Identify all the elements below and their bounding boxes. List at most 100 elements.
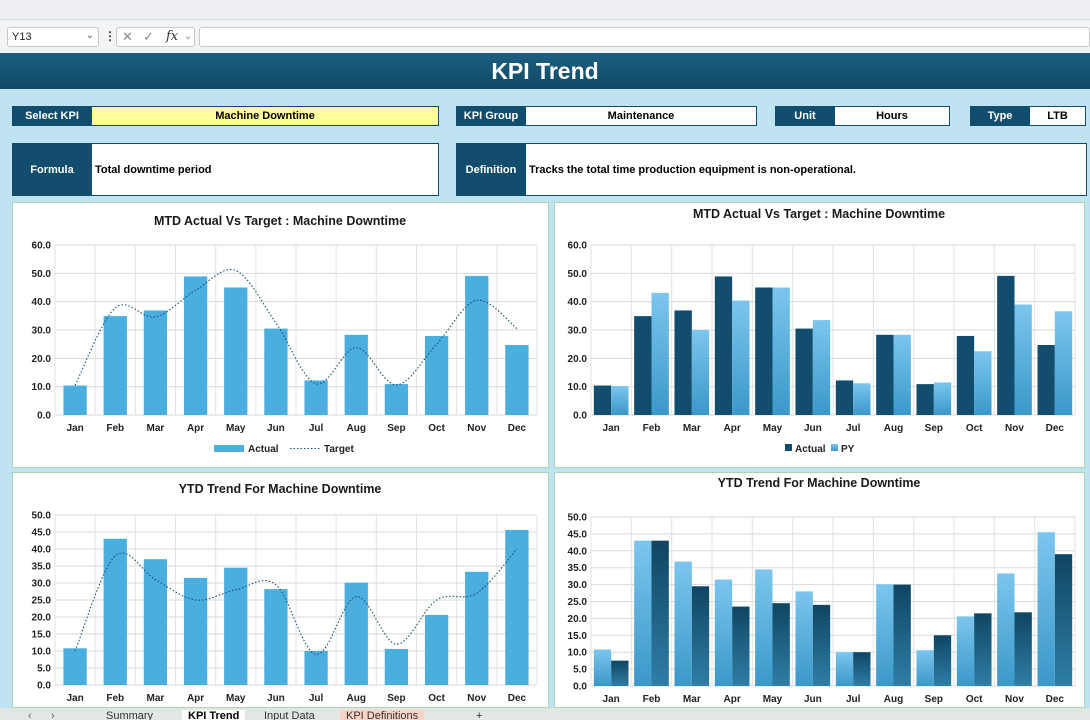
x-tick-label: Oct [428, 693, 445, 704]
ytd-trend-target-chart: YTD Trend For Machine Downtime 0.0 5.0 10.0… [32, 482, 538, 704]
x-tick-label: Oct [966, 423, 983, 434]
mtd-actual-vs-target-chart: MTD Actual Vs Target : Machine Downtime 0… [32, 214, 538, 455]
legend-label-actual: Actual [248, 444, 279, 455]
bar-series-2 [974, 351, 992, 415]
bar-series-2 [611, 660, 629, 686]
prev-sheet-icon[interactable]: ‹ [28, 710, 32, 720]
series-line-target [74, 548, 518, 655]
bar-actual [224, 287, 248, 415]
x-tick-label: Mar [683, 694, 701, 705]
chart-panel-mtd-py: MTD Actual Vs Target : Machine Downtime 0… [554, 202, 1085, 468]
tab-input-data[interactable]: Input Data [264, 710, 315, 720]
bar-actual [143, 559, 168, 685]
bar-series-1 [755, 287, 773, 415]
y-tick-label: 50.0 [32, 511, 52, 522]
chart-panel-ytd-target: YTD Trend For Machine Downtime 0.0 5.0 10.0… [12, 472, 549, 708]
legend-label-target: Target [324, 444, 354, 455]
x-tick-label: Jan [66, 423, 83, 434]
x-tick-label: Jul [309, 693, 324, 704]
bar-series-1 [1037, 532, 1055, 686]
x-tick-label: Aug [347, 693, 366, 704]
formula-input[interactable] [199, 27, 1090, 47]
x-tick-label: Mar [147, 423, 165, 434]
x-tick-label: Mar [147, 693, 165, 704]
x-tick-label: Nov [1005, 423, 1024, 434]
cancel-icon[interactable]: ✕ [122, 29, 133, 44]
y-tick-label: 50.0 [32, 269, 52, 280]
tab-summary[interactable]: Summary [106, 710, 154, 720]
y-tick-label: 15.0 [32, 630, 52, 641]
bar-series-2 [651, 540, 669, 686]
bar-actual [103, 538, 127, 685]
y-tick-label: 5.0 [573, 665, 587, 676]
bar-series-1 [674, 561, 692, 686]
next-sheet-icon[interactable]: › [51, 710, 55, 720]
x-tick-label: Dec [508, 423, 527, 434]
bar-series-1 [714, 276, 733, 415]
tab-kpi-definitions[interactable]: KPI Definitions [340, 710, 425, 720]
x-tick-label: Oct [428, 423, 445, 434]
bar-series-1 [956, 616, 975, 686]
bar-actual [103, 316, 127, 415]
bar-actual [264, 589, 288, 685]
formula-label: Formula [12, 143, 92, 196]
bar-series-1 [593, 649, 612, 686]
add-sheet-icon[interactable]: + [476, 710, 483, 720]
bar-actual [344, 334, 368, 415]
x-tick-label: May [226, 693, 246, 704]
y-tick-label: 10.0 [568, 382, 588, 393]
bar-actual [465, 275, 489, 415]
bar-actual [505, 529, 529, 685]
y-tick-label: 0.0 [37, 411, 51, 422]
y-tick-label: 0.0 [573, 682, 587, 693]
tab-kpi-trend[interactable]: KPI Trend [182, 710, 246, 720]
confirm-icon[interactable]: ✓ [143, 29, 154, 44]
y-tick-label: 25.0 [32, 596, 52, 607]
fx-icon[interactable]: fx [166, 29, 179, 44]
bar-series-2 [974, 613, 992, 686]
bar-series-1 [714, 579, 733, 686]
fx-chevron-icon[interactable]: ⌄ [184, 31, 193, 42]
x-tick-label: Aug [884, 694, 903, 705]
definition-value: Tracks the total time production equipme… [525, 143, 1087, 196]
sheet-tab-bar: ‹ › Summary KPI Trend Input Data KPI Def… [0, 708, 1090, 720]
y-tick-label: 45.0 [568, 529, 588, 540]
x-tick-label: Apr [187, 423, 204, 434]
x-tick-label: Feb [106, 693, 124, 704]
x-tick-label: Mar [683, 423, 701, 434]
y-tick-label: 20.0 [568, 614, 588, 625]
bar-series-2 [853, 383, 871, 415]
y-tick-label: 0.0 [37, 681, 51, 692]
x-tick-label: Jul [846, 423, 861, 434]
bar-actual [344, 582, 368, 685]
y-tick-label: 10.0 [568, 648, 588, 659]
bar-series-2 [651, 292, 669, 415]
y-tick-label: 30.0 [32, 579, 52, 590]
chart-title: MTD Actual Vs Target : Machine Downtime [154, 214, 406, 228]
bar-series-1 [634, 316, 652, 415]
x-tick-label: May [226, 423, 246, 434]
bar-series-1 [674, 310, 692, 415]
x-tick-label: Apr [724, 694, 741, 705]
unit-label: Unit [775, 106, 835, 126]
y-tick-label: 35.0 [32, 562, 52, 573]
formula-buttons: ✕ ✓ fx ⌄ [116, 27, 195, 47]
name-box[interactable]: Y13 ⌄ [7, 27, 99, 47]
bar-series-2 [772, 287, 790, 415]
y-tick-label: 25.0 [568, 597, 588, 608]
y-tick-label: 20.0 [32, 354, 52, 365]
type-label: Type [970, 106, 1030, 126]
more-options-icon[interactable]: ⋮ [104, 29, 116, 43]
bar-actual [505, 345, 529, 415]
x-tick-label: Aug [347, 423, 366, 434]
y-tick-label: 10.0 [32, 382, 52, 393]
name-box-value: Y13 [12, 31, 32, 43]
chevron-down-icon[interactable]: ⌄ [85, 30, 94, 41]
bar-series-2 [853, 652, 871, 686]
bar-series-1 [835, 652, 854, 686]
y-tick-label: 5.0 [37, 664, 51, 675]
y-tick-label: 10.0 [32, 647, 52, 658]
unit-value: Hours [834, 106, 950, 126]
bar-actual [304, 380, 328, 415]
select-kpi-dropdown[interactable]: Machine Downtime [91, 106, 439, 126]
